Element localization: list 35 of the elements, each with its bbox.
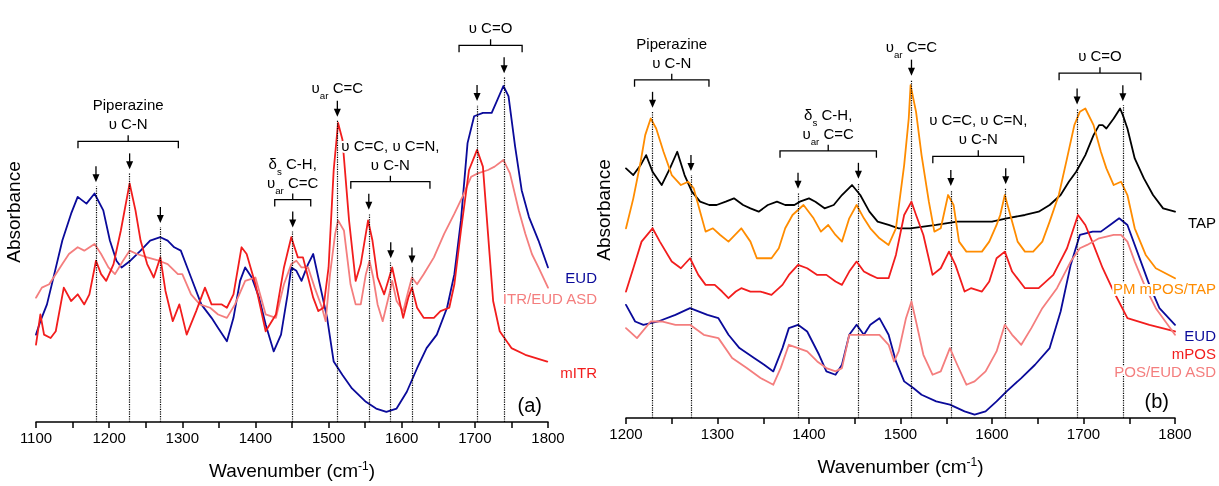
text: υ C=O	[468, 19, 513, 37]
annotation: υ$_{ar}$ C=C	[311, 78, 364, 101]
annotation: δ$_{s}$ C-H, υ$_{ar}$ C=C	[267, 154, 319, 196]
text: Piperazine υ C-N	[636, 34, 708, 71]
series-label: EUD	[565, 269, 598, 287]
series-label: TAP	[1187, 213, 1216, 231]
x-tick-label: 1600	[385, 429, 419, 446]
x-tick-label: 1600	[975, 425, 1009, 442]
x-tick-label: 1300	[700, 425, 735, 442]
x-tick-label: 1200	[92, 429, 126, 446]
annotation: (b)	[1144, 390, 1169, 412]
series-label: EUD	[1184, 326, 1217, 344]
x-tick-label: 1200	[609, 425, 643, 442]
x-tick-label: 1400	[792, 425, 826, 442]
annotation: δ$_{s}$ C-H, υ$_{ar}$ C=C	[802, 105, 855, 147]
x-tick-label: 1500	[311, 429, 346, 446]
y-axis-title: Absorbance	[593, 159, 614, 261]
y-axis-title: Absorbance	[3, 161, 24, 263]
x-tick-label: 1100	[19, 429, 53, 446]
x-tick-label: 1400	[238, 429, 273, 446]
annotation: υ C=C, υ C=N, υ C-N	[929, 111, 1028, 148]
x-tick-label: 1700	[1066, 425, 1101, 442]
x-tick-label: 1300	[165, 429, 199, 446]
x-tick-label: 1500	[883, 425, 918, 442]
x-tick-label: 1800	[1158, 425, 1192, 442]
series-label: mITR	[560, 363, 598, 381]
x-tick-label: 1800	[531, 429, 565, 446]
series-label: ITR/EUD ASD	[502, 289, 598, 307]
annotation: (a)	[517, 394, 542, 416]
text: υ C=O	[1078, 47, 1122, 65]
text: υ$_{ar}$ C=C	[885, 37, 938, 60]
annotation: Piperazine υ C-N	[92, 96, 164, 133]
series-label: mPOS	[1171, 344, 1216, 362]
text: POS/EUD ASD	[1114, 362, 1217, 380]
x-tick-label: 1700	[458, 429, 492, 446]
